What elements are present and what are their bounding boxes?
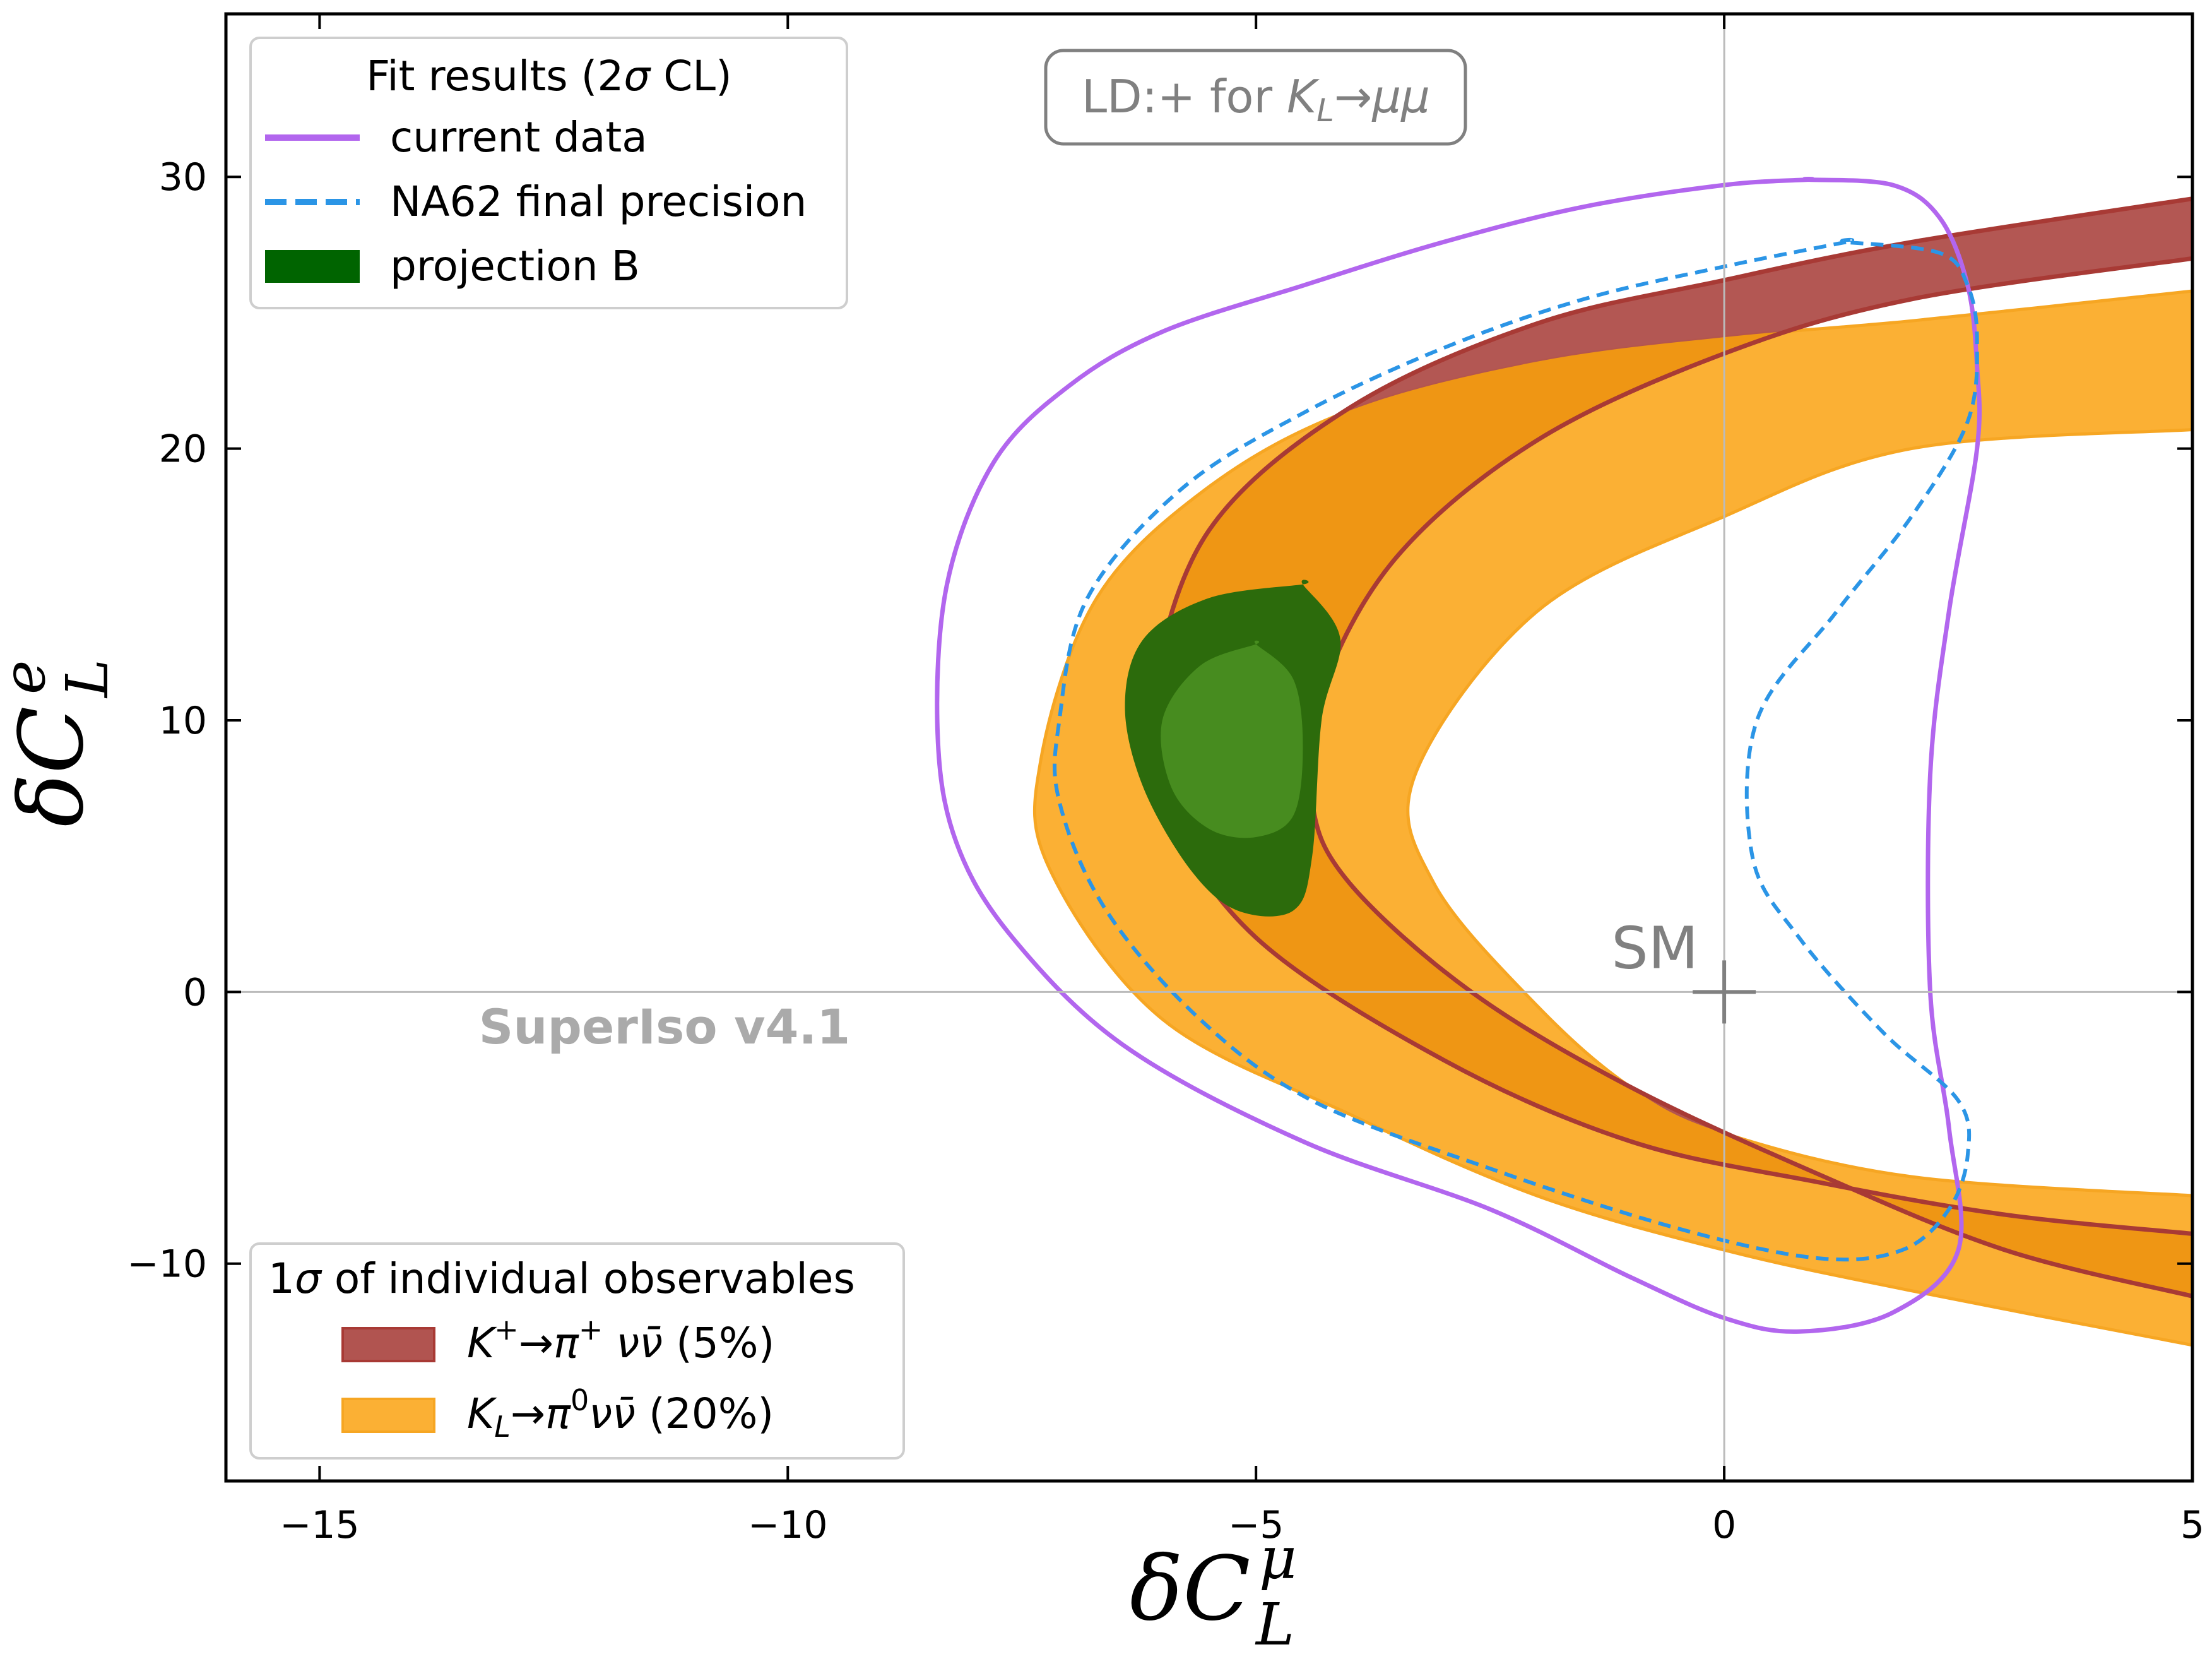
x-tick-label: 0 (1712, 1503, 1736, 1547)
x-axis-label-sub: L (1255, 1591, 1294, 1658)
legend-kl-label: KL→π0νν̄ (20%) (467, 1383, 774, 1444)
legend-projection-label: projection B (390, 242, 640, 290)
legend-kl-swatch (341, 1398, 435, 1433)
legend-fit-results: Fit results (2σ CL) current data NA62 fi… (249, 37, 848, 309)
legend-kplus-swatch (341, 1327, 435, 1362)
legend-current-label: current data (390, 113, 648, 162)
legend-projection-swatch (265, 250, 360, 283)
x-tick-label: −15 (280, 1503, 360, 1547)
x-axis-label-sup: μ (1259, 1525, 1297, 1592)
x-tick-label: 5 (2180, 1503, 2204, 1547)
superiso-watermark: SuperIso v4.1 (479, 999, 851, 1055)
axes-frame (224, 12, 2194, 1483)
y-tick-label: 20 (159, 427, 207, 472)
projection-b-inner-region (1161, 640, 1303, 838)
annotation-text: LD:+ for KL→μμ (1082, 70, 1430, 129)
y-tick-label: 10 (159, 699, 207, 743)
y-tick-label: 30 (159, 155, 207, 199)
x-axis-label-main: δC (1130, 1538, 1250, 1641)
x-axis-label: δC μ L (1130, 1525, 1297, 1658)
y-tick-label: 0 (183, 970, 207, 1014)
legend-individual-observables: 1σ of individual observables K+→π+ νν̄ (… (249, 1242, 905, 1460)
legend-na62-label: NA62 final precision (390, 177, 807, 226)
band-overlap-region (1148, 291, 2192, 1297)
sm-label: SM (1611, 914, 1698, 982)
sm-marker: SM (1611, 914, 1756, 1024)
y-tick-label: −10 (127, 1242, 207, 1287)
annotation-box: LD:+ for KL→μμ (1044, 49, 1467, 146)
y-axis-label-sup: e (0, 660, 58, 694)
y-axis-label-sub: L (54, 659, 121, 699)
x-tick-label: −5 (1228, 1503, 1284, 1547)
legend-fit-title: Fit results (2σ CL) (366, 52, 732, 100)
legend-obs-title: 1σ of individual observables (268, 1254, 855, 1303)
y-axis-label: δC e L (0, 659, 121, 827)
y-axis: −10 0 10 20 30 (127, 155, 2192, 1287)
x-tick-label: −10 (748, 1503, 828, 1547)
x-axis: −15 −10 −5 0 5 (280, 14, 2204, 1547)
current-data-contour (935, 176, 1982, 1334)
legend-kplus-label: K+→π+ νν̄ (5%) (467, 1312, 774, 1367)
y-axis-label-main: δC (1, 706, 104, 827)
